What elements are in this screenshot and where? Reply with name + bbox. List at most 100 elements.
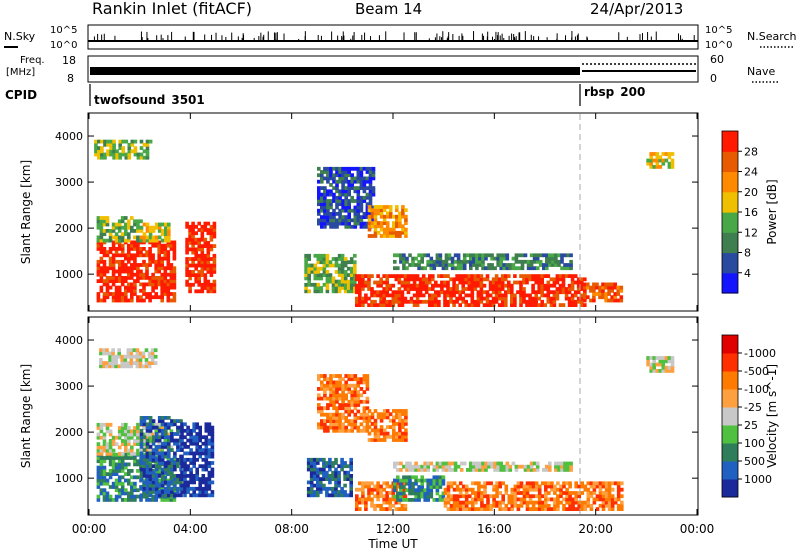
heatmap-cell [429, 263, 434, 267]
heatmap-cell [105, 285, 110, 290]
x-axis-label: Time UT [367, 537, 418, 551]
heatmap-cell [566, 253, 570, 258]
heatmap-cell [133, 485, 137, 489]
heatmap-cell [133, 256, 137, 261]
heatmap-cell [338, 189, 342, 194]
heatmap-cell [111, 439, 116, 443]
nsky-tick-top: 10^5 [50, 25, 77, 36]
heatmap-cell [167, 232, 171, 237]
heatmap-cell [362, 221, 367, 226]
heatmap-cell [566, 464, 570, 469]
heatmap-cell [164, 441, 168, 446]
heatmap-cell [108, 229, 113, 233]
heatmap-cell [443, 503, 448, 508]
cpid-entry-2-name: rbsp [584, 85, 615, 99]
heatmap-cell [344, 173, 348, 178]
heatmap-cell [102, 272, 107, 277]
heatmap-cell [139, 219, 143, 224]
heatmap-cell [145, 152, 150, 157]
heatmap-cell [346, 493, 350, 498]
heatmap-cell [453, 253, 458, 258]
heatmap-cell [123, 358, 128, 362]
heatmap-cell [150, 351, 155, 356]
heatmap-cell [355, 500, 359, 505]
heatmap-cell [346, 470, 350, 475]
heatmap-cell [111, 462, 116, 467]
heatmap-cell [483, 503, 487, 508]
heatmap-cell [534, 299, 538, 304]
heatmap-cell [130, 445, 134, 450]
heatmap-cell [142, 454, 147, 459]
heatmap-cell [341, 215, 345, 219]
heatmap-cell [337, 253, 342, 258]
heatmap-cell [440, 287, 444, 291]
heatmap-cell [382, 299, 386, 304]
heatmap-cell [341, 202, 345, 207]
heatmap-cell [431, 277, 435, 282]
heatmap-cell [367, 287, 371, 291]
heatmap-cell [464, 491, 469, 495]
heatmap-cell [166, 298, 171, 303]
heatmap-cell [319, 486, 323, 491]
heatmap-cell [564, 296, 569, 301]
heatmap-cell [553, 491, 557, 495]
heatmap-cell [99, 247, 104, 251]
heatmap-cell [392, 428, 396, 433]
heatmap-cell [469, 256, 473, 261]
heatmap-cell [655, 158, 660, 163]
heatmap-cell [326, 419, 330, 423]
heatmap-cell [359, 377, 364, 382]
heatmap-cell [382, 500, 386, 505]
heatmap-cell [395, 230, 399, 235]
heatmap-cell [120, 259, 125, 264]
heatmap-cell [438, 478, 443, 483]
heatmap-cell [169, 498, 174, 502]
heatmap-cell [329, 176, 333, 181]
heatmap-cell [358, 293, 362, 298]
heatmap-cell [320, 224, 324, 229]
heatmap-cell [604, 487, 609, 492]
heatmap-cell [458, 293, 462, 298]
y-tick-label: 3000 [55, 176, 83, 189]
heatmap-cell [540, 290, 544, 295]
heatmap-cell [365, 419, 370, 423]
heatmap-cell [423, 266, 427, 271]
heatmap-cell [160, 295, 164, 300]
heatmap-cell [329, 377, 333, 382]
heatmap-cell [400, 303, 405, 307]
heatmap-cell [117, 426, 122, 430]
heatmap-cell [667, 152, 672, 156]
heatmap-cell [616, 497, 621, 502]
heatmap-cell [557, 464, 561, 469]
heatmap-cell [554, 461, 558, 466]
heatmap-cell [440, 274, 444, 278]
heatmap-cell [370, 290, 374, 295]
heatmap-cell [405, 475, 409, 480]
heatmap-cell [395, 422, 399, 426]
heatmap-cell [169, 272, 174, 277]
heatmap-cell [142, 149, 147, 154]
heatmap-cell [319, 467, 323, 472]
heatmap-cell [401, 214, 405, 219]
heatmap-cell [347, 166, 351, 171]
heatmap-cell [170, 457, 174, 462]
heatmap-cell [124, 155, 129, 160]
heatmap-cell [484, 464, 488, 469]
heatmap-cell [108, 442, 113, 446]
heatmap-cell [206, 286, 211, 290]
heatmap-cell [304, 273, 308, 277]
heatmap-cell [127, 272, 131, 277]
heatmap-cell [111, 282, 116, 287]
heatmap-cell [114, 292, 119, 296]
heatmap-cell [604, 298, 608, 303]
heatmap-cell [364, 299, 368, 304]
colorbar-tick-label: 28 [744, 145, 758, 158]
heatmap-cell [317, 173, 321, 178]
heatmap-cell [370, 438, 375, 442]
heatmap-cell [423, 478, 427, 483]
heatmap-cell [586, 285, 590, 290]
heatmap-cell [404, 218, 408, 222]
heatmap-cell [480, 500, 484, 505]
heatmap-cell [96, 426, 101, 430]
